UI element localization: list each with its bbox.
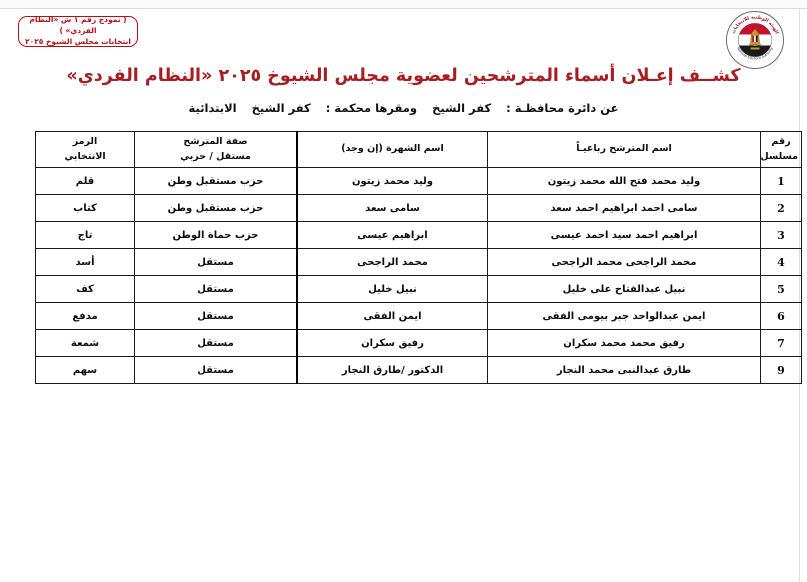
table-header-row: رقم مسلسل اسم المترشح رباعيـاً اسم الشهرة (…	[35, 131, 802, 168]
form-number-box: ( نموذج رقم ١ ش «النظام الفردي» ) انتخاب…	[18, 15, 138, 47]
candidates-table: رقم مسلسل اسم المترشح رباعيـاً اسم الشهرة (…	[35, 131, 802, 384]
cell-serial: 1	[760, 167, 802, 195]
court-label: ومقرها محكمة :	[325, 101, 418, 115]
header-cell-symbol: الرمز الانتخابي	[35, 131, 135, 168]
header-line: الانتخابي	[64, 150, 106, 162]
cell-capacity: مستقل	[134, 356, 298, 384]
table-row: 9 طارق عبدالنبى محمد النجار الدكتور /طارق …	[35, 356, 802, 384]
cell-fame: ابراهيم عيسى	[296, 221, 488, 249]
cell-symbol: شمعة	[35, 329, 135, 357]
cell-fame: سامى سعد	[296, 194, 488, 222]
table-row: 7 رفيق محمد محمد سكران رفيق سكران مستقل شمعة	[35, 329, 802, 357]
cell-serial: 3	[760, 221, 802, 249]
header-cell-name: اسم المترشح رباعيـاً	[487, 131, 761, 168]
header-line: اسم المترشح رباعيـاً	[576, 143, 672, 155]
scan-edge-artifact	[0, 0, 807, 8]
cell-symbol: كتاب	[35, 194, 135, 222]
cell-fame: نبيل خليل	[296, 275, 488, 303]
district-value: كفر الشيخ	[432, 101, 492, 115]
cell-name: وليد محمد فتح الله محمد زيتون	[487, 167, 761, 195]
cell-symbol: مدفع	[35, 302, 135, 330]
cell-serial: 9	[760, 356, 802, 384]
cell-capacity: مستقل	[134, 248, 298, 276]
cell-symbol: أسد	[35, 248, 135, 276]
cell-symbol: تاج	[35, 221, 135, 249]
cell-capacity: مستقل	[134, 302, 298, 330]
header-line: صفة المترشح	[183, 136, 248, 148]
cell-serial: 7	[760, 329, 802, 357]
header-line: مستقل / حزبي	[180, 150, 251, 162]
form-number-line1: ( نموذج رقم ١ ش «النظام الفردي» )	[29, 15, 127, 36]
cell-capacity: حزب حماة الوطن	[134, 221, 298, 249]
cell-symbol: سهم	[35, 356, 135, 384]
cell-name: طارق عبدالنبى محمد النجار	[487, 356, 761, 384]
cell-capacity: حزب مستقبل وطن	[134, 167, 298, 195]
cell-serial: 6	[760, 302, 802, 330]
header-cell-serial: رقم مسلسل	[760, 131, 802, 168]
cell-name: ايمن عبدالواحد جبر بيومى الفقى	[487, 302, 761, 330]
scan-top-line	[0, 8, 807, 9]
table-row: 3 ابراهيم احمد سيد احمد عيسى ابراهيم عيسى ح…	[35, 221, 802, 249]
cell-capacity: مستقل	[134, 275, 298, 303]
cell-capacity: مستقل	[134, 329, 298, 357]
eagle-of-saladin-icon	[747, 28, 763, 50]
cell-serial: 5	[760, 275, 802, 303]
table-row: 2 سامى احمد ابراهيم احمد سعد سامى سعد حزب م…	[35, 194, 802, 222]
table-row: 1 وليد محمد فتح الله محمد زيتون وليد محمد …	[35, 167, 802, 195]
table-row: 6 ايمن عبدالواحد جبر بيومى الفقى ايمن الفق…	[35, 302, 802, 330]
candidates-table-wrap: رقم مسلسل اسم المترشح رباعيـاً اسم الشهرة (…	[35, 131, 802, 384]
cell-serial: 2	[760, 194, 802, 222]
cell-name: ابراهيم احمد سيد احمد عيسى	[487, 221, 761, 249]
cell-capacity: حزب مستقبل وطن	[134, 194, 298, 222]
form-number-line2: انتخابات مجلس الشيوخ ٢٠٢٥	[25, 36, 131, 46]
cell-fame: وليد محمد زيتون	[296, 167, 488, 195]
header-cell-capacity: صفة المترشح مستقل / حزبي	[134, 131, 298, 168]
cell-name: سامى احمد ابراهيم احمد سعد	[487, 194, 761, 222]
cell-serial: 4	[760, 248, 802, 276]
page-title: كشــف إعـلان أسماء المترشحين لعضوية مجلس…	[66, 66, 741, 86]
court-suffix: الابتدائية	[188, 101, 237, 115]
header-line: الرمز	[72, 136, 98, 148]
cell-name: نبيل عبدالفتاح على خليل	[487, 275, 761, 303]
district-subtitle: عن دائرة محافظـة : كفر الشيخ ومقرها محكم…	[0, 101, 807, 115]
cell-fame: محمد الراجحى	[296, 248, 488, 276]
cell-fame: الدكتور /طارق النجار	[296, 356, 488, 384]
table-row: 5 نبيل عبدالفتاح على خليل نبيل خليل مستقل كف	[35, 275, 802, 303]
header-line: رقم	[771, 136, 791, 148]
cell-fame: رفيق سكران	[296, 329, 488, 357]
court-value: كفر الشيخ	[251, 101, 311, 115]
cell-symbol: كف	[35, 275, 135, 303]
national-elections-authority-emblem-icon: الهيئة الوطنية للانتخابات National Elect…	[726, 11, 784, 69]
header-line: اسم الشهرة (إن وجد)	[341, 143, 444, 155]
cell-name: محمد الراجحى محمد الراجحى	[487, 248, 761, 276]
cell-symbol: قلم	[35, 167, 135, 195]
cell-name: رفيق محمد محمد سكران	[487, 329, 761, 357]
table-row: 4 محمد الراجحى محمد الراجحى محمد الراجحى مس…	[35, 248, 802, 276]
header-line: مسلسل	[760, 150, 799, 162]
header-cell-fame: اسم الشهرة (إن وجد)	[296, 131, 488, 168]
district-label: عن دائرة محافظـة :	[506, 101, 619, 115]
cell-fame: ايمن الفقى	[296, 302, 488, 330]
